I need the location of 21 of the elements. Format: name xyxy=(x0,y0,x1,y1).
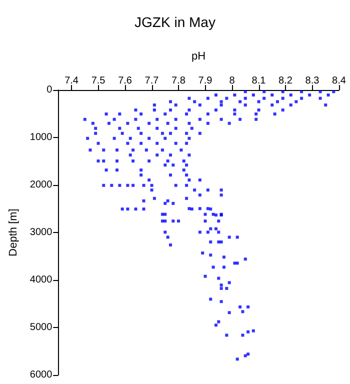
x-tick-label: 7.9 xyxy=(198,76,213,86)
x-tick-label: 7.4 xyxy=(64,76,79,86)
x-tick-label: 7.7 xyxy=(144,76,160,86)
y-axis-title: Depth [m] xyxy=(8,208,20,256)
x-axis-title: pH xyxy=(192,50,206,62)
y-tick-label: 5000 xyxy=(30,322,53,333)
y-tick-label: 1000 xyxy=(30,132,53,143)
y-tick-label: 0 xyxy=(46,84,53,96)
x-tick-label: 7.5 xyxy=(91,76,106,86)
x-tick-label: 8.2 xyxy=(278,76,293,86)
x-tick-label: 7.8 xyxy=(172,76,186,86)
x-tick-label: 8 xyxy=(229,76,236,86)
y-tick-label: 4000 xyxy=(30,274,53,286)
chart-title: JGZK in May xyxy=(134,14,216,30)
x-tick-label: 8.3 xyxy=(305,76,320,86)
y-tick-label: 3000 xyxy=(30,227,53,238)
x-tick-label: 8.4 xyxy=(332,76,346,86)
y-tick-label: 2000 xyxy=(30,180,53,190)
x-tick-label: 7.6 xyxy=(118,76,132,86)
y-tick-label: 6000 xyxy=(30,370,53,380)
x-tick-label: 8.1 xyxy=(252,76,266,86)
